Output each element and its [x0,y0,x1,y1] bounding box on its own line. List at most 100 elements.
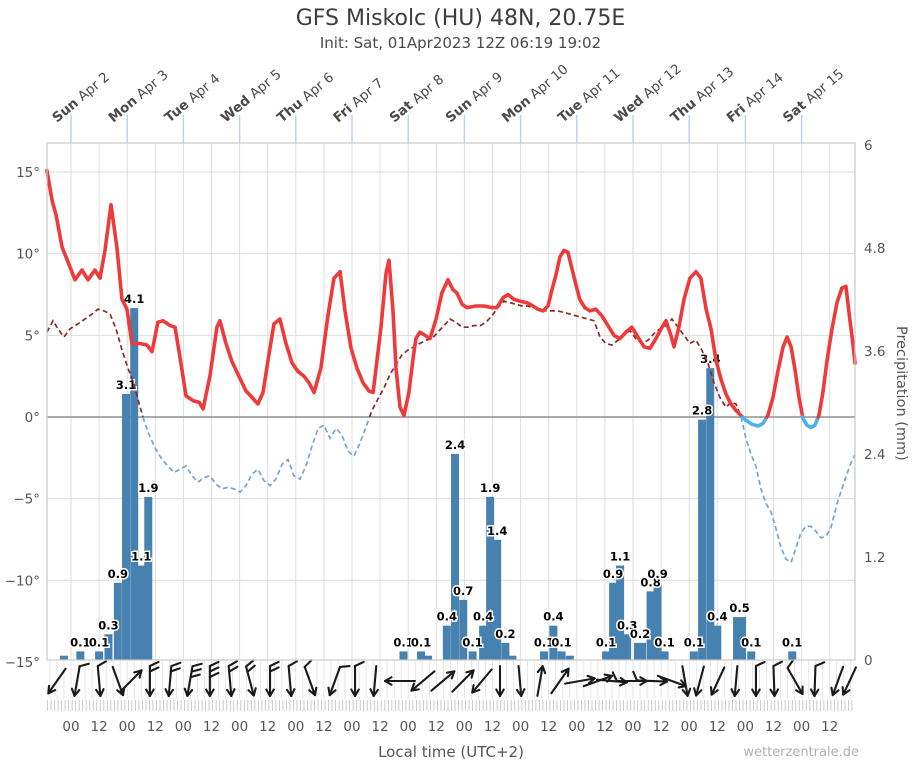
precip-value-label: 2.8 [692,404,712,418]
wind-barb-icon [410,670,436,692]
left-axis-tick-labels: 15° 10° 5° 0° −5° −10° −15° [5,165,40,671]
precip-value-label: 0.4 [543,610,563,624]
precip-value-label: 1.1 [131,550,151,564]
precip-bar [549,625,558,660]
precip-bar [733,617,747,660]
wind-barb-icon [730,665,741,697]
precip-bar [59,655,68,660]
hour-tick-label: 12 [203,719,220,735]
watermark: wetterzentrale.de [743,745,859,760]
wind-barb-icon [451,669,475,693]
precip-bar [451,454,460,660]
hour-tick-label: 12 [765,719,782,735]
precip-value-label: 0.9 [647,567,667,581]
precip-bar [399,651,408,660]
precip-value-label: 1.1 [610,550,630,564]
temp-tick-label: 0° [25,410,40,426]
precip-value-label: 2.4 [445,438,465,452]
day-label: Sat Apr 15 [780,66,847,126]
wind-barb-icon [536,665,547,697]
hour-tick-label: 00 [231,719,248,735]
hour-tick-label: 00 [512,719,529,735]
wind-barb-icon [369,665,379,697]
wind-barb-icon [145,660,160,698]
hour-tick-label: 00 [175,719,192,735]
minor-tick-comb [47,700,853,711]
hour-tick-label: 12 [540,719,557,735]
precip-bar [788,651,797,660]
precip-value-label: 0.1 [534,635,554,649]
precip-value-label: 0.1 [741,635,761,649]
hour-tick-label: 00 [624,719,641,735]
wind-barb-icon [303,659,318,697]
wind-barb-icon [550,667,570,695]
precip-bar [660,651,669,660]
wind-barb-icon [244,659,257,697]
precip-bar [698,419,707,660]
precip-value-label: 0.1 [393,635,413,649]
precip-value-label: 1.4 [487,524,507,538]
hour-tick-label: 12 [596,719,613,735]
hour-tick-label: 00 [62,719,79,735]
wind-barb-icon [70,662,90,697]
precip-value-label: 0.4 [437,610,457,624]
chart-subtitle-init-time: Init: Sat, 01Apr2023 12Z 06:19 19:02 [319,34,602,52]
bottom-hour-labels: 00 12 00 12 00 12 00 12 00 12 00 12 00 12 00 12 00 12 00 12… [62,719,838,735]
precip-bar [623,634,632,660]
wind-barb-icon [95,660,108,697]
precip-bar [424,655,433,660]
wind-barb-icon [350,660,365,698]
hour-tick-label: 12 [372,719,389,735]
wind-barb-icon [205,660,220,698]
precip-bar [689,651,698,660]
x-axis-label: Local time (UTC+2) [378,743,524,761]
day-label: Mon Apr 3 [105,67,171,126]
hour-tick-label: 00 [681,719,698,735]
precip-bar [565,655,574,660]
precip-value-label: 0.1 [551,635,571,649]
day-label: Sun Apr 2 [49,69,113,126]
wind-barb-icon [830,665,845,697]
hour-tick-label: 00 [343,719,360,735]
precip-tick-label: 4.8 [864,241,885,257]
hour-tick-label: 00 [737,719,754,735]
precip-bar [653,582,662,660]
hour-tick-label: 12 [428,719,445,735]
precip-bar [557,651,566,660]
precip-value-label: 4.1 [124,292,144,306]
precip-bar [130,308,139,660]
precip-bar [609,582,618,660]
precip-value-label: 0.1 [596,635,616,649]
precip-bar [706,368,715,660]
precip-value-label: 0.7 [453,584,473,598]
right-axis-tick-labels: 6 4.8 3.6 2.4 1.2 0 [864,138,885,669]
hour-tick-label: 12 [484,719,501,735]
precip-bar [137,565,146,660]
precip-value-label: 0.4 [473,610,493,624]
wind-barb-icon [471,668,493,694]
precip-tick-label: 6 [864,138,873,154]
precip-bar [95,651,104,660]
precip-value-label: 0.1 [782,635,802,649]
wind-barb-icon [515,665,526,697]
hour-tick-label: 12 [315,719,332,735]
wind-barb-icon [383,676,417,686]
precip-value-label: 0.1 [654,635,674,649]
precip-bar [479,625,488,660]
hour-tick-label: 00 [568,719,585,735]
precip-bar [602,651,611,660]
hour-tick-label: 12 [147,719,164,735]
hour-tick-label: 00 [793,719,810,735]
plot-border [46,142,856,661]
precip-value-label: 1.9 [138,481,158,495]
precip-tick-label: 3.6 [864,344,885,360]
wind-barbs [47,659,857,698]
wind-barb-icon [751,660,766,698]
wind-barb-icon [693,665,705,697]
wind-barb-icon [709,666,726,696]
hour-tick-label: 00 [456,719,473,735]
grid [47,143,855,660]
precip-bar [747,651,756,660]
precip-value-label: 1.9 [480,481,500,495]
